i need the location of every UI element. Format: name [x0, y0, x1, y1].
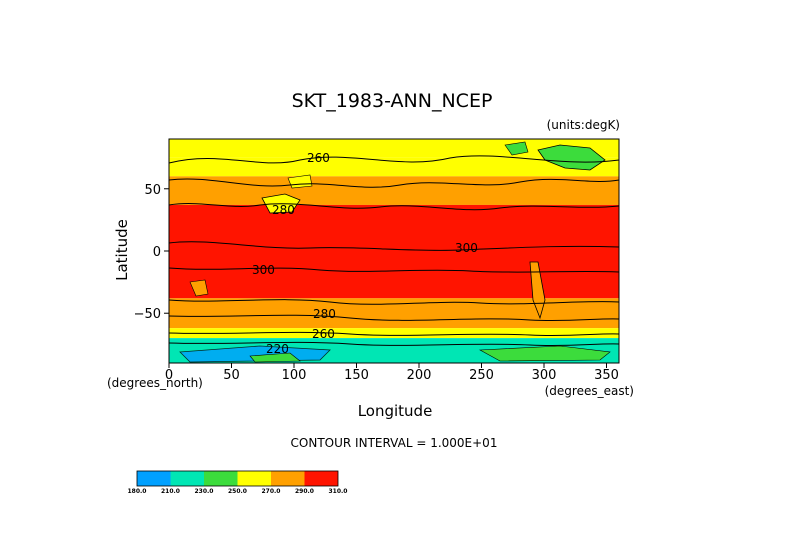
colorbar-frame	[136, 470, 339, 487]
africa-south-patch	[189, 279, 209, 297]
x-tick-label: 300	[532, 368, 557, 383]
colorbar-swatch	[204, 471, 238, 486]
x-tick-label: 150	[344, 368, 369, 383]
x-tick-label: 250	[469, 368, 494, 383]
greenland-cold-patch	[504, 141, 529, 156]
colorbar-label: 210.0	[161, 488, 180, 495]
colorbar-swatch	[237, 471, 271, 486]
y-unit-label: (degrees_north)	[107, 376, 203, 390]
antarctic-cold-patch-3	[478, 345, 611, 362]
temperature-bands	[169, 139, 619, 363]
temperature-band	[169, 176, 619, 205]
temperature-band	[169, 204, 619, 299]
y-tick-label: 0	[153, 245, 161, 260]
x-tick-label: 200	[407, 368, 432, 383]
colorbar: 180.0 210.0 230.0 250.0 270.0 290.0 310.0	[128, 470, 348, 495]
colorbar-label: 250.0	[228, 488, 247, 495]
x-tick-label: 0	[165, 368, 173, 383]
x-tick-label: 50	[223, 368, 240, 383]
colorbar-label: 230.0	[195, 488, 214, 495]
greenland-cold-region	[537, 144, 606, 171]
colorbar-label: 270.0	[262, 488, 281, 495]
contour-label: 280	[313, 307, 336, 321]
map-area: 260 280 300 300 280 260 220	[168, 138, 620, 364]
x-tick-label: 350	[594, 368, 619, 383]
y-axis-label: Latitude	[113, 219, 131, 281]
temperature-band	[169, 328, 619, 339]
colorbar-label: 310.0	[329, 488, 348, 495]
contour-label: 300	[252, 263, 275, 277]
x-unit-label: (degrees_east)	[545, 384, 634, 398]
contour-interval-text: CONTOUR INTERVAL = 1.000E+01	[291, 436, 498, 450]
colorbar-swatch	[304, 471, 338, 486]
x-axis-label: Longitude	[358, 402, 433, 420]
contour-label: 300	[455, 241, 478, 255]
colorbar-label: 290.0	[295, 488, 314, 495]
y-tick-label: 50	[144, 183, 161, 198]
contour-label: 260	[312, 327, 335, 341]
colorbar-label: 180.0	[128, 488, 147, 495]
units-label: (units:degK)	[547, 118, 620, 132]
antarctic-cold-patch-2	[249, 352, 301, 363]
y-tick-label: −50	[134, 307, 161, 322]
contour-label-group: 260 280 300 300 280 260 220	[252, 151, 478, 356]
colorbar-swatch	[137, 471, 171, 486]
y-axis: 50 0 −50	[134, 183, 169, 322]
andes-cold-strip	[529, 261, 546, 320]
x-tick-label: 100	[282, 368, 307, 383]
contour-lines	[168, 155, 620, 347]
temperature-band	[169, 139, 619, 158]
chart-title: SKT_1983-ANN_NCEP	[292, 90, 493, 112]
contour-label: 260	[307, 151, 330, 165]
x-axis: 0 50 100 150 200 250 300 350	[165, 363, 619, 383]
colorbar-swatch	[170, 471, 204, 486]
contour-label: 280	[272, 203, 295, 217]
contour-label: 220	[266, 342, 289, 356]
colorbar-swatch	[271, 471, 305, 486]
regional-features	[179, 141, 611, 363]
